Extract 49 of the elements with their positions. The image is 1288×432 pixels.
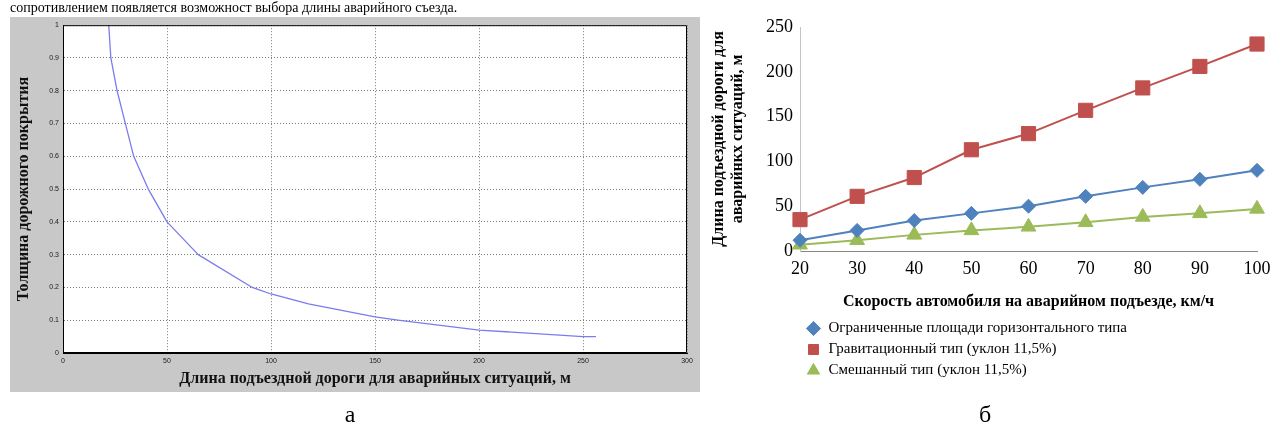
x-axis-title: Скорость автомобиля на аварийном подъезде, км/ч — [842, 291, 1215, 310]
point — [963, 142, 979, 158]
x-tick-label: 70 — [1076, 257, 1095, 278]
point — [906, 213, 922, 229]
y-tick-label: 150 — [766, 105, 793, 126]
x-tick-label: 80 — [1133, 257, 1152, 278]
point — [849, 188, 865, 204]
point — [1020, 126, 1037, 142]
y-axis-title: Длина подъездной дороги для аварийнкх ситуаций, м — [708, 30, 746, 247]
point — [1249, 162, 1265, 178]
point — [963, 221, 980, 236]
y-tick-label: 200 — [766, 60, 793, 81]
y-tick-label: 250 — [766, 15, 793, 36]
point — [1020, 217, 1037, 232]
point — [906, 225, 923, 240]
x-tick-label: 60 — [1019, 257, 1038, 278]
text: б — [978, 400, 992, 429]
y-tick-label: 50 — [775, 194, 793, 215]
x-tick-label: 30 — [848, 257, 867, 278]
point — [792, 212, 808, 228]
y-tick-label: 100 — [766, 150, 793, 171]
x-tick-label: 20 — [791, 257, 809, 278]
x-axis-title: Длина подъездной дороги для аварийных ситуаций, м — [179, 368, 571, 387]
point — [906, 169, 922, 186]
point — [1249, 199, 1265, 214]
point — [1078, 188, 1094, 204]
point — [849, 222, 865, 238]
point — [963, 205, 979, 221]
point — [1134, 207, 1151, 222]
x-tick-label: 40 — [905, 257, 924, 278]
point — [1249, 36, 1265, 52]
x-tick-label: 50 — [962, 257, 981, 278]
x-tick-label: 100 — [1243, 257, 1271, 278]
text: а — [344, 400, 356, 429]
point — [1192, 171, 1208, 187]
x-tick-label: 90 — [1190, 257, 1209, 278]
legend-label: Ограниченные площади горизонтального типа — [828, 319, 1128, 336]
point — [1135, 179, 1151, 195]
point — [1021, 198, 1036, 214]
point — [1078, 102, 1094, 118]
point — [1135, 80, 1151, 96]
legend-label: Гравитационный тип (уклон 11,5%) — [828, 340, 1057, 358]
y-axis-title: Толщина дорожного покрытия — [13, 76, 32, 302]
legend-label: Смешанный тип (уклон 11,5%) — [828, 361, 1027, 379]
point — [1192, 58, 1208, 74]
point — [1077, 213, 1094, 228]
text: сопротивлением появляется возможност выбора длины аварийного съезда. — [10, 0, 458, 17]
point — [1192, 204, 1208, 219]
y-tick-label: 0 — [784, 239, 793, 260]
